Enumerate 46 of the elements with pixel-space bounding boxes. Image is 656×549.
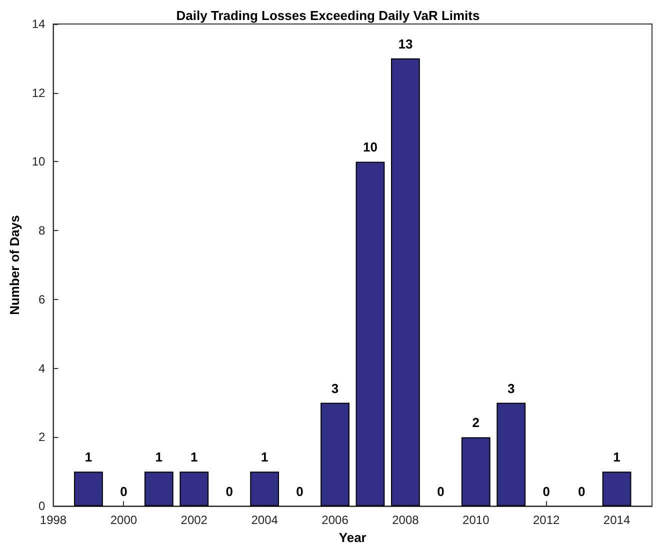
- y-tick-label: 4: [38, 361, 46, 376]
- data-label: 2: [472, 415, 480, 430]
- y-tick-label: 0: [38, 499, 46, 514]
- x-tick-label: 2006: [322, 513, 349, 528]
- bar: [250, 472, 280, 506]
- data-label: 1: [260, 450, 268, 465]
- data-label: 0: [437, 484, 444, 500]
- data-label: 1: [613, 450, 620, 465]
- data-label: 0: [578, 484, 586, 500]
- bar: [144, 472, 174, 506]
- y-axis-title: Number of Days: [7, 215, 22, 315]
- y-tick-label: 8: [38, 224, 46, 238]
- bar: [461, 437, 490, 506]
- y-tick-label: 2: [38, 430, 46, 444]
- bar: [320, 402, 350, 506]
- data-label: 1: [84, 450, 92, 465]
- data-label: 10: [363, 140, 378, 155]
- bar: [602, 472, 632, 506]
- bar: [180, 472, 209, 506]
- y-tick-label: 12: [32, 86, 46, 100]
- data-label: 0: [542, 484, 550, 500]
- data-label: 0: [120, 484, 128, 500]
- data-label: 3: [331, 380, 339, 396]
- bar: [74, 472, 103, 506]
- data-label: 3: [508, 380, 515, 396]
- x-tick-label: 2012: [532, 513, 560, 528]
- x-tick-label: 2010: [462, 513, 490, 528]
- x-tick-label: 1998: [40, 513, 67, 528]
- x-tick-label: 2008: [392, 513, 420, 528]
- x-tick-label: 2000: [110, 513, 138, 528]
- x-tick-label: 2014: [603, 513, 630, 528]
- chart-title: Daily Trading Losses Exceeding Daily VaR Limits: [176, 8, 480, 23]
- y-tick-label: 14: [32, 17, 46, 31]
- data-label: 0: [296, 484, 304, 500]
- y-tick-label: 6: [38, 292, 46, 306]
- bar: [496, 402, 526, 506]
- y-tick-label: 10: [32, 154, 46, 169]
- x-tick-label: 2002: [180, 513, 208, 528]
- data-label: 1: [190, 450, 198, 465]
- data-label: 13: [398, 36, 413, 52]
- x-tick-label: 2004: [251, 513, 278, 528]
- bar: [391, 58, 420, 506]
- x-axis-title: Year: [338, 530, 366, 545]
- data-label: 0: [226, 484, 233, 500]
- data-label: 1: [155, 450, 163, 465]
- bar: [356, 162, 385, 506]
